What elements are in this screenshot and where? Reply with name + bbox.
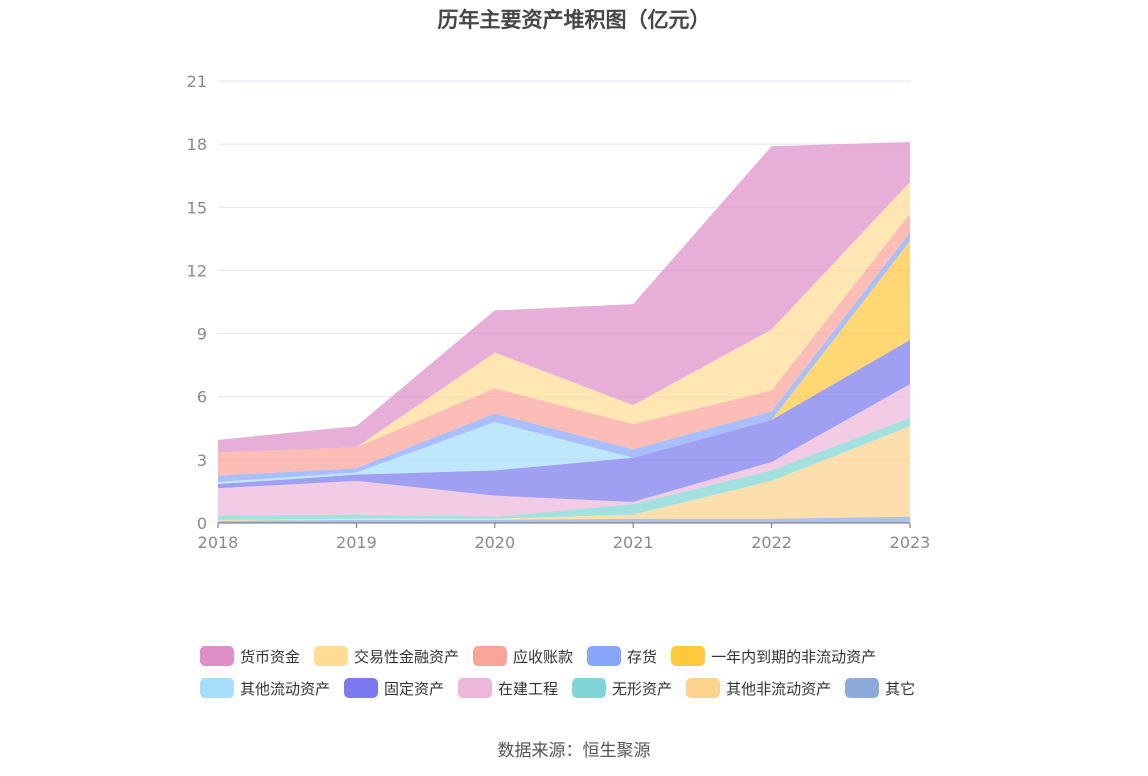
area-series[interactable] xyxy=(218,213,910,476)
chart-title: 历年主要资产堆积图（亿元） xyxy=(437,8,711,32)
legend-label: 应收账款 xyxy=(513,647,574,666)
legend-swatch xyxy=(671,646,706,666)
stacked-area-chart: 0 3 6 9 12 15 18 21 2018 2019 2020 2021 2022 2023 xyxy=(187,72,931,552)
area-series[interactable] xyxy=(218,384,910,517)
legend-item[interactable]: 交易性金融资产 xyxy=(314,646,459,667)
legend-swatch xyxy=(344,678,379,698)
legend-label: 交易性金融资产 xyxy=(354,647,460,666)
area-series[interactable] xyxy=(218,142,910,453)
legend-item[interactable]: 货币资金 xyxy=(200,646,300,667)
legend: 货币资金 交易性金融资产 应收账款 存货 一年内到期的非流动资产其他流动资产 固定资产 在建… xyxy=(200,640,1000,704)
legend-item[interactable]: 一年内到期的非流动资产 xyxy=(671,646,876,667)
legend-row: 货币资金 交易性金融资产 应收账款 存货 一年内到期的非流动资产 xyxy=(200,640,1000,672)
legend-label: 其他非流动资产 xyxy=(726,679,832,698)
legend-swatch xyxy=(200,678,234,698)
legend-label: 固定资产 xyxy=(384,679,445,698)
x-tick-label: 2022 xyxy=(751,533,792,552)
x-tick-label: 2023 xyxy=(890,533,931,552)
source-note: 数据来源：恒生聚源 xyxy=(497,741,651,761)
legend-item[interactable]: 其他流动资产 xyxy=(200,678,330,699)
y-tick-label: 6 xyxy=(197,388,207,407)
x-tick-label: 2019 xyxy=(336,533,377,552)
legend-swatch xyxy=(572,678,607,698)
area-series[interactable] xyxy=(218,339,910,502)
area-series[interactable] xyxy=(218,426,910,521)
area-series[interactable] xyxy=(218,232,910,482)
legend-swatch xyxy=(686,678,721,698)
legend-row: 其他流动资产 固定资产 在建工程 无形资产 其他非流动资产 其它 xyxy=(200,672,1000,704)
legend-label: 存货 xyxy=(627,647,658,666)
x-tick-label: 2021 xyxy=(613,533,654,552)
y-tick-label: 18 xyxy=(187,135,207,154)
legend-item[interactable]: 其它 xyxy=(845,678,915,699)
legend-label: 无形资产 xyxy=(612,679,673,698)
area-series-group xyxy=(218,142,910,523)
y-tick-label: 3 xyxy=(197,451,207,470)
legend-item[interactable]: 存货 xyxy=(587,646,657,667)
legend-swatch xyxy=(314,646,349,666)
x-tick-label: 2020 xyxy=(474,533,515,552)
legend-swatch xyxy=(845,678,880,698)
legend-item[interactable]: 无形资产 xyxy=(572,678,672,699)
y-tick-label: 9 xyxy=(197,325,207,344)
legend-item[interactable]: 其他非流动资产 xyxy=(686,678,831,699)
legend-swatch xyxy=(200,646,234,666)
area-series[interactable] xyxy=(218,339,910,485)
x-tick-label: 2018 xyxy=(198,533,239,552)
legend-swatch xyxy=(587,646,622,666)
legend-swatch xyxy=(458,678,493,698)
legend-label: 在建工程 xyxy=(498,679,559,698)
y-tick-label: 0 xyxy=(197,514,207,533)
area-series[interactable] xyxy=(218,182,910,453)
legend-label: 其他流动资产 xyxy=(240,679,331,698)
y-tick-label: 21 xyxy=(187,72,207,91)
legend-label: 货币资金 xyxy=(240,647,301,666)
y-tick-label: 15 xyxy=(187,198,207,217)
legend-swatch xyxy=(473,646,508,666)
legend-item[interactable]: 在建工程 xyxy=(458,678,558,699)
area-series[interactable] xyxy=(218,516,910,523)
legend-item[interactable]: 应收账款 xyxy=(473,646,573,667)
y-tick-label: 12 xyxy=(187,261,207,280)
axes: 0 3 6 9 12 15 18 21 2018 2019 2020 2021 2022 2023 xyxy=(187,72,931,552)
legend-item[interactable]: 固定资产 xyxy=(344,678,444,699)
legend-label: 一年内到期的非流动资产 xyxy=(711,647,877,666)
legend-label: 其它 xyxy=(885,679,916,698)
